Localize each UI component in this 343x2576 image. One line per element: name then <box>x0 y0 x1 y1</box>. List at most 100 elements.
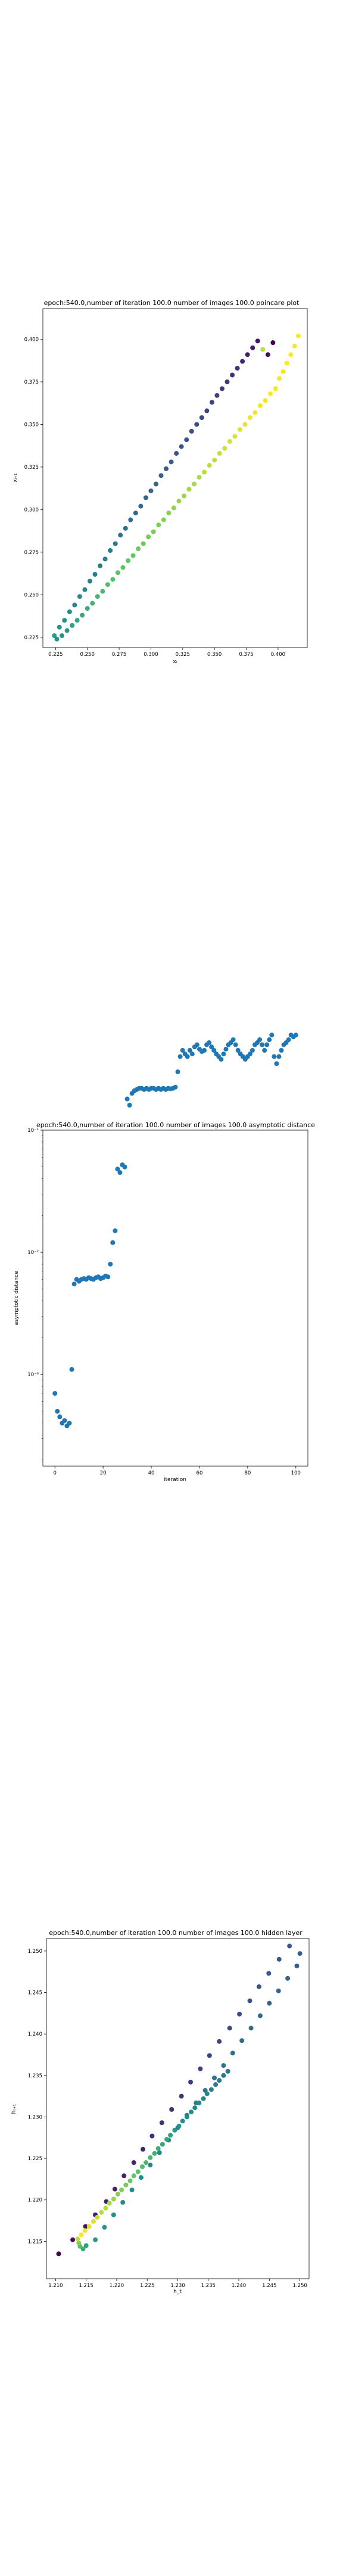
data-point <box>151 529 156 534</box>
data-point <box>185 1054 190 1059</box>
x-tick-label: 1.210 <box>48 2283 63 2289</box>
data-points <box>52 1032 298 1429</box>
y-axis-label: hₜ₊₁ <box>11 2104 17 2114</box>
data-point <box>79 2232 84 2238</box>
data-point <box>126 558 131 564</box>
data-point <box>62 1418 67 1423</box>
data-point <box>127 2178 133 2183</box>
data-point <box>169 2107 174 2112</box>
data-point <box>172 2127 177 2133</box>
data-point <box>176 2123 182 2129</box>
y-tick-label: 1.240 <box>28 2031 42 2037</box>
data-point <box>123 525 128 531</box>
data-point <box>230 1037 236 1043</box>
chart-title: epoch:540.0,number of iteration 100.0 nu… <box>36 1121 315 1129</box>
data-point <box>221 2063 226 2068</box>
data-point <box>250 1048 255 1053</box>
x-tick-label: 100 <box>291 1470 301 1476</box>
data-point <box>161 517 166 522</box>
data-point <box>105 582 110 587</box>
data-point <box>99 2210 104 2215</box>
data-point <box>235 1048 241 1053</box>
y-tick-label: 10⁻² <box>27 1250 39 1256</box>
x-ticks: 0.225 0.250 0.275 0.300 0.325 0.350 0.375 0.400 <box>48 648 285 658</box>
data-point <box>166 511 172 516</box>
data-point <box>76 2241 82 2246</box>
data-point <box>153 481 158 487</box>
data-point <box>235 366 240 371</box>
data-point <box>164 466 169 471</box>
data-point <box>169 459 174 465</box>
data-point <box>52 633 57 638</box>
data-point <box>143 495 148 500</box>
data-point <box>207 2053 212 2058</box>
x-tick-label: 1.235 <box>201 2283 216 2289</box>
data-point <box>197 475 202 480</box>
data-point <box>189 428 194 434</box>
data-point <box>107 2201 112 2206</box>
data-point <box>95 2214 100 2220</box>
data-point <box>110 1240 116 1245</box>
data-point <box>141 541 146 546</box>
data-point <box>121 2173 127 2179</box>
plot-frame <box>42 308 308 648</box>
data-point <box>131 2160 136 2166</box>
data-point <box>293 1032 298 1038</box>
data-point <box>180 2118 185 2124</box>
data-point <box>74 618 80 623</box>
data-point <box>119 2187 124 2192</box>
data-point <box>155 2146 161 2151</box>
data-point <box>181 493 186 499</box>
data-point <box>80 612 85 618</box>
y-ticks: 1.215 1.220 1.225 1.230 1.235 1.240 1.245 1.250 <box>28 1949 46 2245</box>
data-point <box>189 2110 194 2115</box>
data-point <box>199 415 204 420</box>
data-point <box>71 1281 77 1287</box>
data-point <box>93 2237 98 2242</box>
data-point <box>247 1998 252 2003</box>
data-point <box>110 577 116 582</box>
data-point <box>258 403 263 408</box>
data-point <box>198 2066 203 2071</box>
y-tick-label: 1.250 <box>28 1949 42 1955</box>
data-point <box>105 1274 111 1280</box>
y-tick-label: 0.325 <box>24 465 39 471</box>
data-point <box>260 1042 265 1047</box>
x-ticks: 1.210 1.215 1.220 1.225 1.230 1.235 1.240 1.245… <box>48 2279 307 2289</box>
x-tick-label: 80 <box>244 1470 251 1476</box>
data-point <box>217 2039 222 2044</box>
data-point <box>213 2082 219 2087</box>
data-point <box>221 2073 226 2078</box>
data-point <box>140 2164 145 2169</box>
data-point <box>274 1061 279 1066</box>
data-point <box>219 1057 224 1062</box>
data-point <box>148 2163 153 2168</box>
data-point <box>286 1037 291 1043</box>
data-point <box>194 422 199 427</box>
data-point <box>129 2187 135 2192</box>
data-point <box>217 2078 222 2083</box>
x-axis-label: h_t <box>173 2289 182 2295</box>
data-point <box>184 437 189 443</box>
asymptotic-distance-svg: epoch:540.0,number of iteration 100.0 nu… <box>14 1032 315 1483</box>
data-point <box>64 628 70 633</box>
x-tick-label: 0.350 <box>207 652 222 658</box>
data-point <box>284 360 289 366</box>
x-tick-label: 0.300 <box>144 652 158 658</box>
x-tick-label: 1.230 <box>170 2283 185 2289</box>
data-point <box>265 352 270 357</box>
data-point <box>272 1054 277 1059</box>
data-point <box>108 548 113 553</box>
y-tick-label: 10⁻¹ <box>27 1128 39 1134</box>
data-point <box>83 2224 88 2229</box>
data-point <box>159 2120 164 2126</box>
poincare-plot-svg: epoch:540.0,number of iteration 100.0 nu… <box>13 299 308 665</box>
x-tick-label: 1.220 <box>110 2283 124 2289</box>
data-point <box>184 2114 189 2120</box>
data-point <box>130 553 136 558</box>
x-tick-label: 60 <box>197 1470 203 1476</box>
y-tick-label: 0.350 <box>24 422 39 428</box>
data-point <box>160 2142 165 2147</box>
data-point <box>117 1170 123 1175</box>
x-tick-label: 0 <box>54 1470 57 1476</box>
